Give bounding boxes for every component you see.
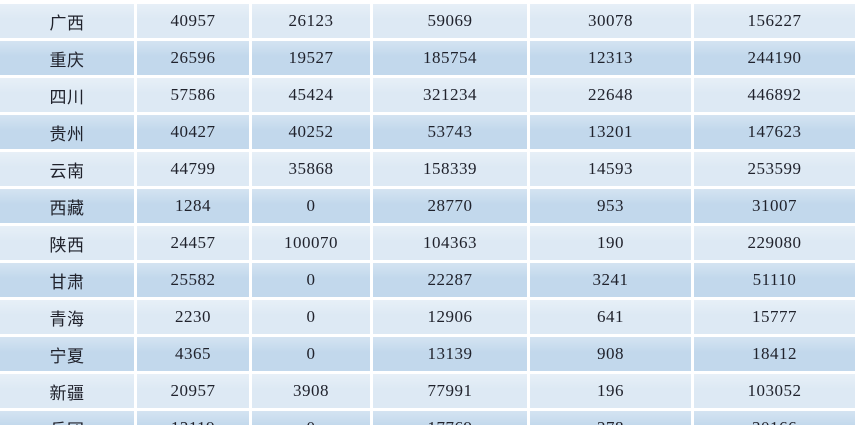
data-cell: 12313 <box>530 41 691 75</box>
data-cell: 103052 <box>694 374 855 408</box>
table-row: 四川 57586 45424 321234 22648 446892 <box>0 78 855 112</box>
data-cell: 3241 <box>530 263 691 297</box>
data-cell: 0 <box>252 263 370 297</box>
table-row: 宁夏 4365 0 13139 908 18412 <box>0 337 855 371</box>
row-label-cell: 广西 <box>0 4 134 38</box>
data-cell: 26596 <box>137 41 249 75</box>
table-row: 贵州 40427 40252 53743 13201 147623 <box>0 115 855 149</box>
data-cell: 12119 <box>137 411 249 425</box>
data-cell: 908 <box>530 337 691 371</box>
data-cell: 22287 <box>373 263 527 297</box>
data-cell: 53743 <box>373 115 527 149</box>
data-cell: 13139 <box>373 337 527 371</box>
row-label-cell: 重庆 <box>0 41 134 75</box>
data-cell: 3908 <box>252 374 370 408</box>
data-cell: 446892 <box>694 78 855 112</box>
data-cell: 51110 <box>694 263 855 297</box>
row-label-cell: 贵州 <box>0 115 134 149</box>
row-label-cell: 宁夏 <box>0 337 134 371</box>
data-cell: 40427 <box>137 115 249 149</box>
table-row: 甘肃 25582 0 22287 3241 51110 <box>0 263 855 297</box>
table-row: 广西 40957 26123 59069 30078 156227 <box>0 4 855 38</box>
data-cell: 28770 <box>373 189 527 223</box>
data-cell: 0 <box>252 411 370 425</box>
row-label-cell: 西藏 <box>0 189 134 223</box>
data-cell: 20957 <box>137 374 249 408</box>
row-label-cell: 四川 <box>0 78 134 112</box>
data-cell: 190 <box>530 226 691 260</box>
data-cell: 57586 <box>137 78 249 112</box>
table-row: 兵团1211901776927830166 <box>0 411 855 425</box>
data-cell: 24457 <box>137 226 249 260</box>
data-cell: 19527 <box>252 41 370 75</box>
data-cell: 14593 <box>530 152 691 186</box>
data-cell: 0 <box>252 189 370 223</box>
row-label-cell: 甘肃 <box>0 263 134 297</box>
data-cell: 158339 <box>373 152 527 186</box>
data-cell: 278 <box>530 411 691 425</box>
data-cell: 25582 <box>137 263 249 297</box>
table-row: 新疆 20957 3908 77991 196 103052 <box>0 374 855 408</box>
data-cell: 59069 <box>373 4 527 38</box>
data-cell: 244190 <box>694 41 855 75</box>
data-cell: 30166 <box>694 411 855 425</box>
data-cell: 40957 <box>137 4 249 38</box>
data-cell: 185754 <box>373 41 527 75</box>
data-cell: 156227 <box>694 4 855 38</box>
data-cell: 18412 <box>694 337 855 371</box>
table-row: 重庆 26596 19527 185754 12313 244190 <box>0 41 855 75</box>
data-cell: 2230 <box>137 300 249 334</box>
data-cell: 953 <box>530 189 691 223</box>
data-cell: 641 <box>530 300 691 334</box>
data-cell: 321234 <box>373 78 527 112</box>
data-cell: 229080 <box>694 226 855 260</box>
data-cell: 13201 <box>530 115 691 149</box>
data-cell: 253599 <box>694 152 855 186</box>
table-row: 西藏 1284 0 28770 953 31007 <box>0 189 855 223</box>
data-cell: 17769 <box>373 411 527 425</box>
data-cell: 35868 <box>252 152 370 186</box>
data-cell: 196 <box>530 374 691 408</box>
data-cell: 31007 <box>694 189 855 223</box>
data-cell: 15777 <box>694 300 855 334</box>
table-row: 云南 44799 35868 158339 14593 253599 <box>0 152 855 186</box>
data-cell: 77991 <box>373 374 527 408</box>
table-row: 陕西 24457 100070 104363 190 229080 <box>0 226 855 260</box>
data-cell: 4365 <box>137 337 249 371</box>
data-cell: 104363 <box>373 226 527 260</box>
data-cell: 147623 <box>694 115 855 149</box>
table-body: 广西 40957 26123 59069 30078 156227 重庆 26596 19527… <box>0 4 855 425</box>
data-cell: 100070 <box>252 226 370 260</box>
row-label-cell: 陕西 <box>0 226 134 260</box>
data-cell: 26123 <box>252 4 370 38</box>
data-cell: 1284 <box>137 189 249 223</box>
row-label-cell: 青海 <box>0 300 134 334</box>
data-cell: 0 <box>252 337 370 371</box>
data-cell: 12906 <box>373 300 527 334</box>
data-cell: 22648 <box>530 78 691 112</box>
data-cell: 40252 <box>252 115 370 149</box>
row-label-cell: 云南 <box>0 152 134 186</box>
data-cell: 0 <box>252 300 370 334</box>
data-cell: 30078 <box>530 4 691 38</box>
data-cell: 45424 <box>252 78 370 112</box>
data-cell: 44799 <box>137 152 249 186</box>
row-label-cell: 兵团 <box>0 411 134 425</box>
table-row: 青海 2230 0 12906 641 15777 <box>0 300 855 334</box>
row-label-cell: 新疆 <box>0 374 134 408</box>
